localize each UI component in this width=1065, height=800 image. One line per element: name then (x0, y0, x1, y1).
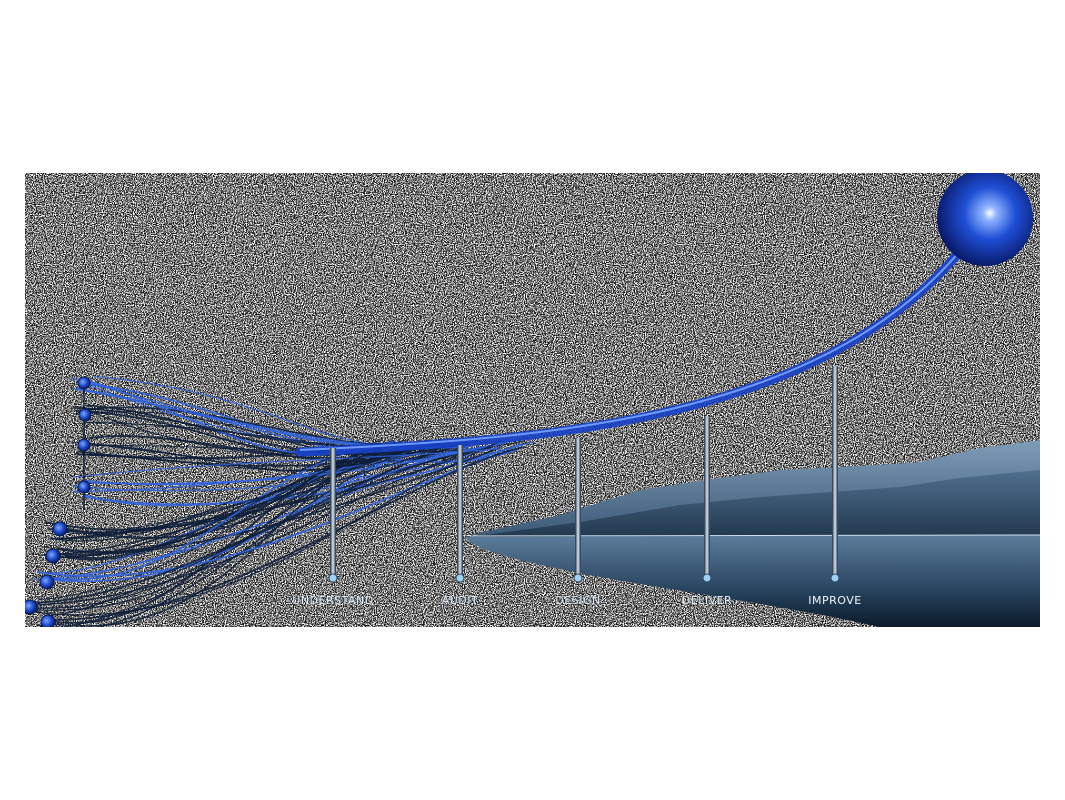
strand (25, 439, 479, 605)
strand (42, 439, 394, 554)
mountains-near (470, 470, 1040, 537)
start-nodes (25, 376, 92, 627)
strand (27, 440, 503, 616)
lake (465, 535, 1040, 627)
stage-pillar (704, 416, 710, 578)
start-node (45, 548, 61, 564)
start-node (78, 408, 92, 422)
stage-pillar (832, 366, 838, 578)
strand (50, 446, 490, 616)
start-node (40, 614, 56, 627)
strand (76, 446, 419, 471)
main-stream-highlight (299, 217, 986, 451)
stage-pillars: UNDERSTAND AUDIT DESIGN DELIVER IMPROVE (292, 366, 862, 607)
strand (40, 440, 432, 582)
strand (81, 406, 464, 459)
stage-pillar (330, 448, 336, 578)
goal-orb (937, 173, 1033, 266)
strand (53, 444, 385, 581)
start-node (77, 376, 91, 390)
stage-label: DELIVER (682, 594, 732, 607)
strand (82, 441, 506, 485)
stage-label: AUDIT (442, 594, 479, 607)
strands (25, 375, 534, 627)
stage-marker (830, 573, 840, 583)
stage-marker (455, 573, 465, 583)
start-node (52, 521, 68, 537)
strand (42, 446, 526, 621)
strand (25, 445, 490, 606)
start-node (77, 480, 91, 494)
stage-label: UNDERSTAND (292, 594, 373, 607)
strand (45, 444, 396, 559)
strand (61, 441, 395, 560)
start-node (25, 599, 38, 615)
stage-marker (328, 573, 338, 583)
stage-marker (573, 573, 583, 583)
stage-pillar (457, 445, 463, 578)
stage-marker (702, 573, 712, 583)
stage-pillar (575, 438, 581, 578)
start-node (39, 574, 55, 590)
panel: UNDERSTAND AUDIT DESIGN DELIVER IMPROVE (25, 173, 1040, 627)
stage-label: DESIGN (555, 594, 600, 607)
start-node (77, 438, 91, 452)
strand (33, 449, 455, 580)
strand (41, 439, 502, 556)
stage-label: IMPROVE (808, 594, 861, 607)
strand (72, 448, 500, 478)
strand (56, 442, 395, 553)
horizon-line (469, 534, 1040, 537)
